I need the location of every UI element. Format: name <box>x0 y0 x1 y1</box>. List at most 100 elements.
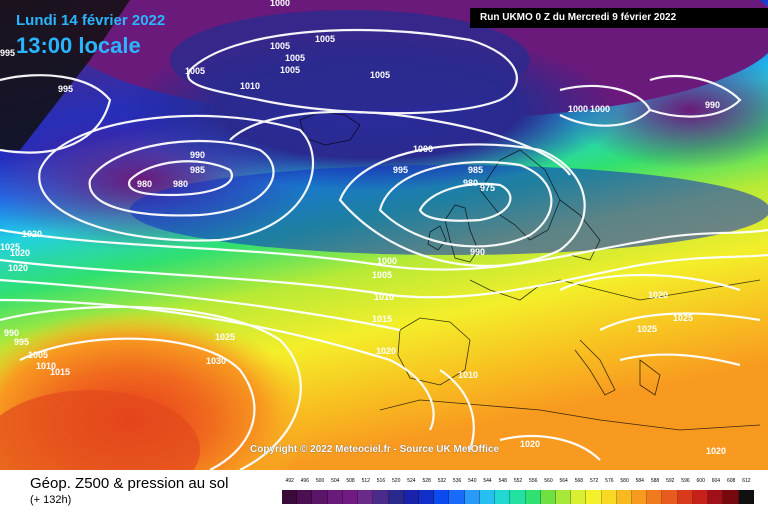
pressure-label: 1000 <box>270 0 290 8</box>
pressure-label: 1020 <box>648 290 668 300</box>
pressure-label: 985 <box>468 165 483 175</box>
pressure-label: 1010 <box>36 361 56 371</box>
color-scale-cell <box>662 490 678 504</box>
color-scale-bar <box>282 490 754 504</box>
pressure-label: 980 <box>137 179 152 189</box>
pressure-label: 995 <box>0 48 15 58</box>
pressure-label: 995 <box>393 165 408 175</box>
pressure-label: 1000 <box>377 256 397 266</box>
color-scale-label: 596 <box>681 478 690 484</box>
british-isles-coast <box>444 204 479 263</box>
isobar-band-1 <box>0 228 768 271</box>
isobar-high-1 <box>0 305 302 470</box>
pressure-label: 1025 <box>0 242 20 252</box>
color-scale-cell <box>312 490 328 504</box>
pressure-label: 1025 <box>215 332 235 342</box>
color-scale-label: 528 <box>422 478 431 484</box>
color-scale-label: 516 <box>376 478 386 484</box>
color-scale-cell <box>358 490 374 504</box>
pressure-label: 1005 <box>28 350 48 360</box>
pressure-label: 1005 <box>370 70 390 80</box>
color-scale-label: 560 <box>544 478 553 484</box>
color-scale-labels: 492 496 500 504 508 512 516 520 524 528 532 536 540 5… <box>282 478 754 490</box>
greece-coast <box>639 359 661 396</box>
pressure-label: 1020 <box>520 439 540 449</box>
pressure-label: 1010 <box>458 370 478 380</box>
color-scale-cell <box>632 490 648 504</box>
pressure-label: 1020 <box>8 263 28 273</box>
pressure-label: 1015 <box>50 367 70 377</box>
color-scale-cell <box>540 490 556 504</box>
map-canvas: 1005 1005 1005 1005 1000 1005 1010 1005 … <box>0 0 768 470</box>
isobar-east-1000 <box>559 84 652 127</box>
color-scale-cell <box>601 490 617 504</box>
isobar-low-ring <box>378 160 553 248</box>
isobar-south-1010 <box>439 369 475 451</box>
color-scale-label: 576 <box>605 478 614 484</box>
legend-bar: Géop. Z500 & pression au sol (+ 132h) 49… <box>0 470 768 512</box>
color-scale-label: 536 <box>452 478 462 484</box>
color-scale-cell <box>373 490 389 504</box>
isobar-east-1025 <box>599 312 761 331</box>
pressure-label: 1020 <box>376 346 396 356</box>
isobar-west-low-2 <box>88 139 275 217</box>
isobar-north-1005 <box>187 28 518 115</box>
color-scale-label: 612 <box>742 478 751 484</box>
pressure-label: 1015 <box>372 314 392 324</box>
pressure-label: 1010 <box>374 292 394 302</box>
color-scale-label: 544 <box>483 478 492 484</box>
weather-map: 1005 1005 1005 1005 1000 1005 1010 1005 … <box>0 0 768 470</box>
pressure-label: 1005 <box>280 65 300 75</box>
color-scale-cell <box>418 490 435 504</box>
isobar-east-1025b <box>619 353 741 367</box>
pressure-label: 985 <box>190 165 205 175</box>
isobar-west-low-3 <box>38 114 315 242</box>
color-scale-label: 504 <box>331 478 340 484</box>
color-scale-label: 532 <box>437 478 447 484</box>
north-africa-coast <box>379 399 761 431</box>
color-scale-label: 588 <box>650 478 660 484</box>
color-scale-cell <box>464 490 480 504</box>
color-scale-label: 508 <box>346 478 355 484</box>
pressure-label: 990 <box>190 150 205 160</box>
color-scale-cell <box>723 490 739 504</box>
color-scale-cell <box>708 490 724 504</box>
color-scale-cell <box>677 490 693 504</box>
color-scale-cell <box>738 490 754 504</box>
color-scale-cell <box>616 490 633 504</box>
purple-region-east <box>570 50 768 170</box>
pressure-label: 1010 <box>240 81 260 91</box>
italy-coast <box>574 339 616 396</box>
legend-subtitle: (+ 132h) <box>30 494 72 506</box>
color-scale-label: 580 <box>620 478 629 484</box>
pressure-label: 1000 <box>568 104 588 114</box>
pressure-label: 975 <box>480 183 495 193</box>
color-scale-label: 568 <box>574 478 584 484</box>
color-scale-label: 492 <box>285 478 294 484</box>
isobars <box>0 28 768 470</box>
color-scale-label: 548 <box>498 478 507 484</box>
pressure-label: 990 <box>470 247 485 257</box>
color-scale-cell <box>586 490 602 504</box>
color-scale-cell <box>525 490 541 504</box>
pressure-label: 1020 <box>22 229 42 239</box>
color-scale-label: 604 <box>711 478 721 484</box>
color-scale-cell <box>555 490 572 504</box>
color-scale-cell <box>297 490 313 504</box>
pressure-label: 1005 <box>270 41 290 51</box>
color-scale-cell <box>647 490 663 504</box>
pressure-label: 1005 <box>185 66 205 76</box>
pressure-label: 1020 <box>10 248 30 258</box>
color-scale-label: 564 <box>559 478 568 484</box>
color-scale-cell <box>342 490 359 504</box>
forecast-time: 13:00 locale <box>16 33 141 58</box>
isobar-high-2 <box>19 337 256 470</box>
pressure-label: 1005 <box>372 270 392 280</box>
pressure-label: 1000 <box>590 104 610 114</box>
isobar-east-1020 <box>559 273 741 292</box>
color-scale-cell <box>495 490 511 504</box>
color-scale-label: 496 <box>300 478 309 484</box>
color-scale-cell <box>479 490 496 504</box>
color-scale-cell <box>692 490 709 504</box>
isobar-band-2 <box>0 253 768 299</box>
